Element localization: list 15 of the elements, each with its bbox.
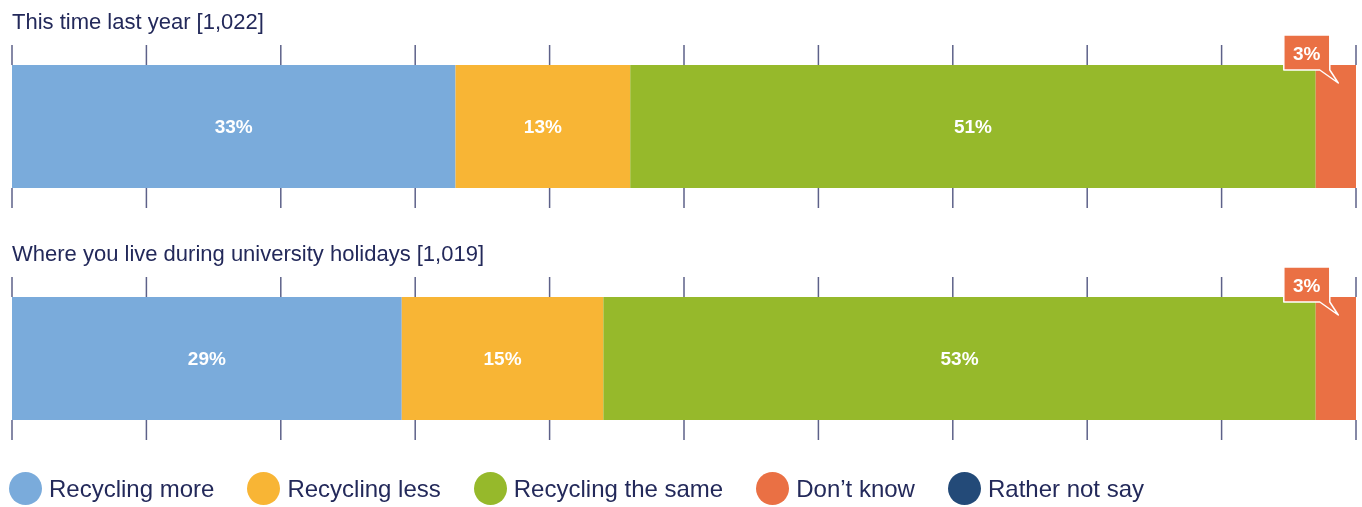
data-label: 3% <box>1293 43 1321 64</box>
data-label: 51% <box>953 116 993 137</box>
legend-label: Rather not say <box>987 474 1145 504</box>
data-label: 53% <box>940 348 979 369</box>
data-label: 15% <box>483 348 522 369</box>
data-label: 3% <box>1293 275 1321 296</box>
y-tick-label: This time last year [1,022] <box>12 8 264 36</box>
legend-label: Recycling more <box>49 474 215 504</box>
data-label: 33% <box>214 116 253 137</box>
legend-label: Recycling less <box>287 474 441 504</box>
data-label: 29% <box>187 348 226 369</box>
legend-label: Recycling the same <box>513 474 724 504</box>
data-label: 13% <box>523 116 562 137</box>
legend-label: Don’t know <box>796 474 915 504</box>
y-tick-label: Where you live during university holidays [1,019] <box>12 240 485 268</box>
